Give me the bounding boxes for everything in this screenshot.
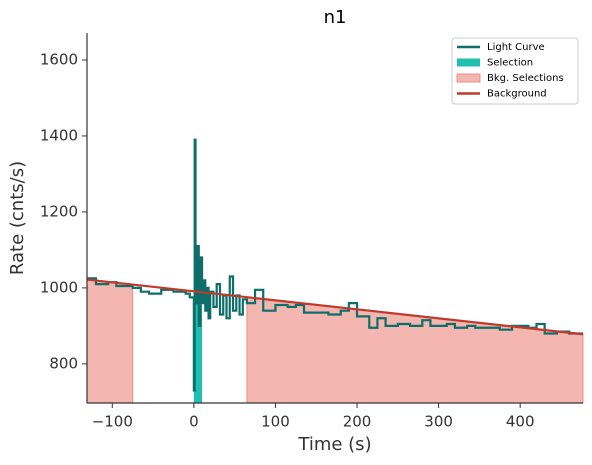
x-tick-label: 400 [506, 413, 535, 431]
y-tick-label: 1000 [40, 278, 78, 296]
x-tick-label: 100 [261, 413, 290, 431]
x-tick-label: 200 [343, 413, 372, 431]
y-tick-label: 1600 [40, 50, 78, 68]
y-tick-label: 1200 [40, 202, 78, 220]
x-tick-label: 300 [424, 413, 453, 431]
y-tick-label: 800 [49, 354, 78, 372]
y-axis-label: Rate (cnts/s) [7, 161, 28, 275]
legend-swatch [457, 58, 480, 67]
x-tick-label: 0 [189, 413, 199, 431]
legend-label: Bkg. Selections [487, 73, 564, 84]
background-line [86, 278, 584, 336]
legend-label: Selection [487, 58, 533, 69]
bkg-selection [86, 278, 134, 404]
legend-label: Light Curve [487, 42, 545, 53]
x-axis-label: Time (s) [297, 434, 371, 455]
chart-title: n1 [324, 7, 347, 28]
legend-box [451, 37, 579, 105]
y-tick-label: 1400 [40, 126, 78, 144]
legend-swatch [456, 73, 481, 83]
x-tick-label: −100 [92, 413, 133, 431]
bkg-selection [246, 296, 584, 404]
light-curve [87, 138, 583, 392]
legend-label: Background [487, 89, 547, 100]
